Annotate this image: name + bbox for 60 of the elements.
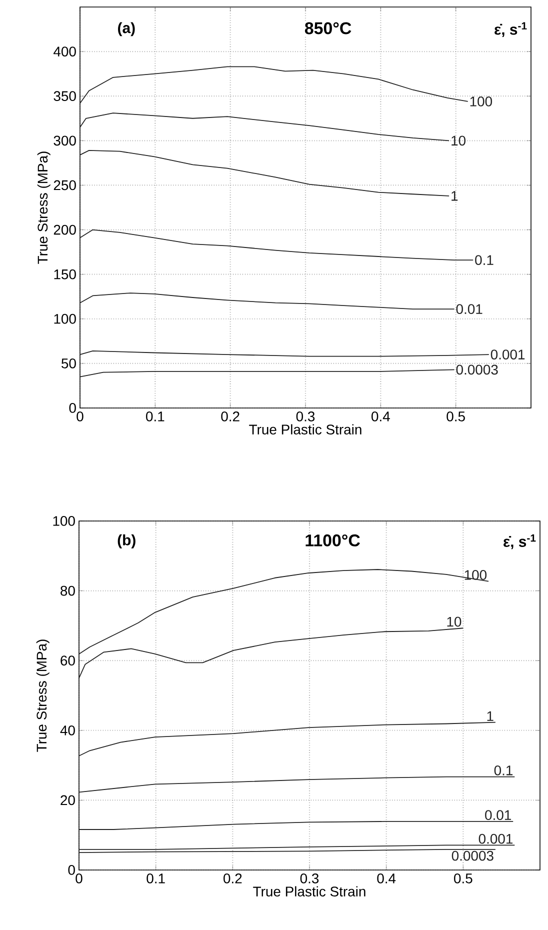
- series-label: 0.001: [478, 834, 513, 844]
- line-series: [80, 112, 450, 142]
- series-label: 0.01: [485, 810, 511, 820]
- line-series: [80, 150, 450, 196]
- y-tick-label: 20: [60, 795, 75, 806]
- x-tick-label: 0.4: [377, 874, 396, 884]
- y-tick-label: 50: [62, 358, 76, 368]
- y-tick-label: 100: [53, 516, 75, 526]
- legend-title: ε̇, s$^{-1}$: [494, 22, 527, 37]
- series-label: 0.01: [456, 304, 482, 314]
- x-axis-title: True Plastic Strain: [253, 886, 366, 896]
- series-label: 1: [487, 711, 494, 721]
- y-tick-label: 80: [60, 586, 75, 596]
- series-label: 100: [470, 96, 492, 106]
- y-tick-label: 400: [54, 46, 76, 56]
- x-tick-label: 0.5: [446, 412, 465, 422]
- x-tick-label: 0.3: [296, 412, 315, 422]
- y-axis-title: True Stress (MPa): [37, 152, 50, 264]
- x-tick-label: 0: [76, 412, 84, 422]
- annotation: 1100°C: [306, 534, 360, 546]
- y-tick-label: 300: [54, 136, 76, 146]
- series-label: 0.0003: [452, 850, 494, 861]
- series-label: 0.1: [475, 255, 494, 266]
- x-tick-label: 0: [76, 874, 82, 884]
- series-label: 10: [447, 616, 462, 627]
- y-tick-label: 60: [60, 656, 75, 666]
- annotation: (b): [118, 534, 136, 548]
- y-tick-label: 0: [69, 403, 76, 413]
- line-series: [78, 776, 516, 793]
- x-tick-label: 0.1: [146, 874, 165, 884]
- line-series: [78, 722, 496, 756]
- y-tick-label: 150: [54, 269, 76, 280]
- y-tick-label: 200: [54, 224, 76, 235]
- legend-title: ε̇, s$^{-1}$: [504, 534, 536, 550]
- x-tick-label: 0.1: [146, 412, 164, 422]
- y-tick-label: 100: [54, 314, 76, 324]
- series-label: 100: [464, 570, 487, 580]
- annotation: (a): [118, 22, 135, 36]
- series-label: 0.001: [490, 350, 525, 360]
- series-label: 0.0003: [456, 364, 498, 375]
- x-axis-title: True Plastic Strain: [249, 424, 362, 434]
- line-series: [80, 229, 474, 261]
- x-tick-label: 0.2: [224, 874, 242, 884]
- x-tick-label: 0.5: [454, 874, 472, 884]
- series-label: 10: [452, 136, 466, 146]
- series-label: 0.1: [494, 765, 513, 776]
- y-tick-label: 250: [54, 180, 76, 190]
- y-tick-label: 350: [54, 91, 76, 102]
- line-series: [80, 66, 468, 104]
- annotation: 850°C: [304, 22, 352, 34]
- y-axis-title: True Stress (MPa): [36, 640, 50, 752]
- x-tick-label: 0.4: [372, 412, 390, 422]
- line-series: [78, 569, 489, 654]
- line-series: [78, 628, 464, 678]
- y-tick-label: 0: [68, 865, 75, 875]
- y-tick-label: 40: [60, 725, 75, 736]
- line-series: [80, 292, 455, 310]
- x-tick-label: 0.3: [300, 874, 319, 884]
- x-tick-label: 0.2: [221, 412, 240, 422]
- series-label: 1: [452, 191, 458, 201]
